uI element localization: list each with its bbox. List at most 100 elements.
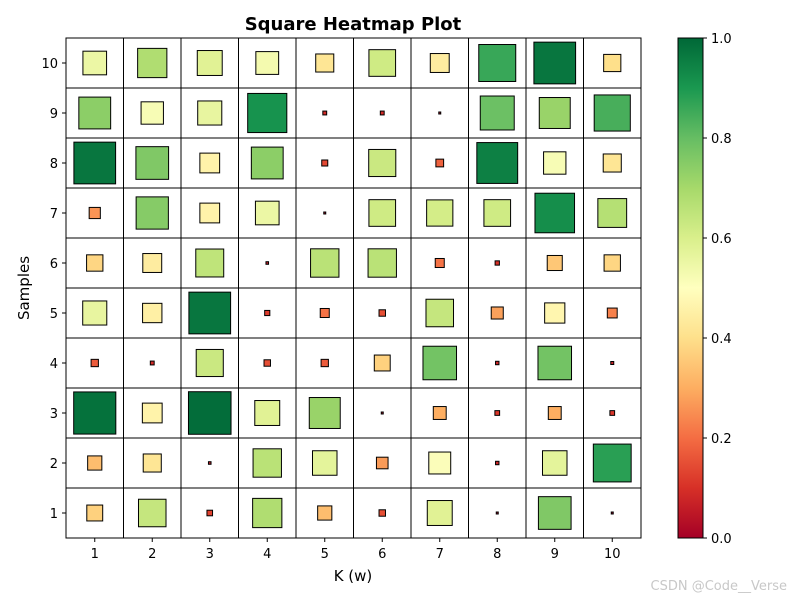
heatmap-square [87,455,103,471]
heatmap-square [142,253,163,273]
heatmap-square [247,92,288,134]
heatmap-square [546,254,563,272]
x-tick-label: 1 [91,547,99,562]
heatmap-square [199,202,221,224]
heatmap-square [255,51,280,75]
y-axis-label: Samples [15,256,33,320]
y-tick-label: 10 [41,57,58,72]
heatmap-square [323,211,327,215]
y-tick-label: 1 [50,507,58,522]
heatmap-square [252,497,283,529]
x-tick-label: 3 [206,547,214,562]
y-axis-ticks: 10 9 8 7 6 5 4 3 2 1 [41,57,66,522]
heatmap-square [592,443,632,483]
heatmap-square [606,307,618,319]
heatmap-square [197,100,223,126]
heatmap-square [149,360,155,366]
heatmap-square [603,53,622,73]
heatmap-square [140,101,164,125]
heatmap-square [73,141,117,185]
y-tick-label: 9 [50,107,58,122]
heatmap-square [199,152,221,174]
x-tick-label: 9 [551,547,559,562]
y-tick-label: 5 [50,307,58,322]
heatmap-square [547,406,562,420]
y-tick-label: 7 [50,207,58,222]
heatmap-square [432,406,447,420]
x-tick-label: 10 [604,547,621,562]
heatmap-square [603,254,621,272]
heatmap-square [207,461,212,465]
heatmap-square [426,199,454,227]
heatmap-square [320,358,329,368]
heatmap-square [310,248,340,278]
heatmap-square [187,391,232,435]
colorbar-tick-label: 0.0 [711,532,732,547]
y-tick-label: 2 [50,457,58,472]
heatmap-square [367,248,397,278]
heatmap-square [206,509,214,517]
watermark: CSDN @Code__Verse [651,579,787,594]
x-tick-label: 4 [263,547,271,562]
heatmap-square [73,391,117,435]
heatmap-square [78,96,112,130]
heatmap-square [494,410,501,416]
heatmap-square [263,359,271,367]
heatmap-square [593,94,631,132]
colorbar-tick-label: 0.8 [711,132,732,147]
heatmap-square [422,345,458,381]
heatmap-square [82,50,108,76]
heatmap-square [610,511,614,515]
heatmap-square [428,451,452,475]
heatmap-square [610,360,615,366]
heatmap-square [434,257,445,269]
heatmap-markers [73,41,632,530]
heatmap-square [368,148,397,178]
plot-frame [65,37,642,539]
heatmap-square [490,306,504,320]
heatmap-square [264,309,271,317]
heatmap-square [142,302,163,324]
x-axis-ticks: 1 2 3 4 5 6 7 8 9 10 [91,538,621,562]
heatmap-square [250,146,284,180]
chart-title: Square Heatmap Plot [245,14,462,35]
heatmap-square [135,146,170,180]
colorbar-tick-label: 1.0 [711,32,732,47]
x-tick-label: 6 [378,547,386,562]
heatmap-square [379,110,385,116]
heatmap-square [609,410,616,416]
colorbar [677,37,704,539]
heatmap-square [476,142,519,184]
colorbar-ticks: 0.0 0.2 0.4 0.6 0.8 1.0 [703,32,732,547]
heatmap-square [86,504,104,522]
heatmap-square [378,309,386,317]
heatmap-square [494,260,500,266]
grid-cells [65,37,642,539]
y-tick-label: 3 [50,407,58,422]
heatmap-square [373,354,391,372]
x-axis-label: K (w) [334,567,373,585]
heatmap-square [319,307,330,319]
heatmap-square [254,200,280,226]
x-tick-label: 8 [493,547,501,562]
heatmap-square [541,450,568,476]
x-tick-label: 2 [148,547,156,562]
heatmap-square [378,509,386,517]
heatmap-square [254,400,281,426]
heatmap-square [82,300,108,326]
heatmap-square [368,199,397,227]
heatmap-square [315,53,335,73]
heatmap-square [537,345,573,381]
heatmap-square [188,291,232,335]
heatmap-square [86,254,104,272]
heatmap-square [375,456,389,470]
heatmap-square [317,505,333,521]
heatmap-square [252,448,282,478]
heatmap-square [195,248,225,278]
heatmap-square [142,453,162,473]
heatmap-square [308,397,341,429]
x-tick-label: 7 [436,547,444,562]
heatmap-square [534,192,576,234]
heatmap-square [137,47,168,79]
heatmap-square [483,199,512,227]
